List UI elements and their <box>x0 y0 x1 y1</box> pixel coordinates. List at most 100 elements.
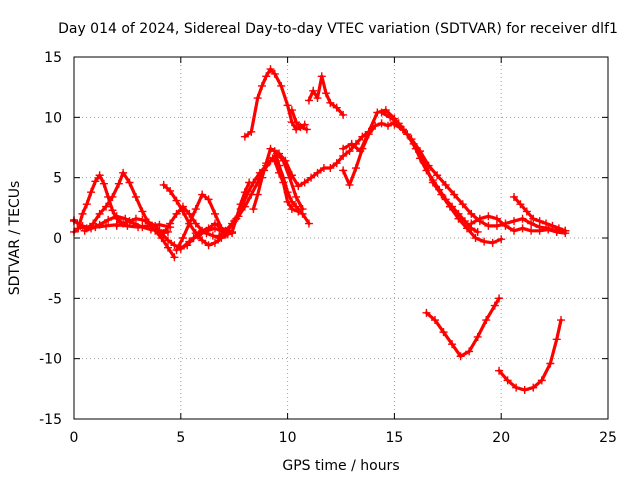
data-point <box>257 81 266 90</box>
data-point <box>503 376 512 385</box>
plot-area <box>70 65 570 395</box>
data-series-arc-13 <box>270 156 303 216</box>
data-point <box>159 180 168 189</box>
data-series-arc-6 <box>159 180 232 250</box>
data-point <box>172 196 181 205</box>
data-point <box>262 72 271 81</box>
data-point <box>309 86 318 95</box>
data-series-arc-24 <box>495 316 566 395</box>
x-axis-label: GPS time / hours <box>282 458 399 474</box>
data-point <box>322 89 331 98</box>
data-point <box>277 81 286 90</box>
data-point <box>475 214 484 223</box>
data-point <box>134 223 143 232</box>
data-point <box>386 113 395 122</box>
data-point <box>518 214 527 223</box>
data-point <box>430 316 439 325</box>
data-point <box>356 147 365 156</box>
data-point <box>529 383 538 392</box>
data-point <box>131 192 140 201</box>
y-tick-label: -15 <box>39 412 62 428</box>
data-point <box>381 106 390 115</box>
data-point <box>495 366 504 375</box>
data-point <box>185 219 194 228</box>
data-point <box>552 335 561 344</box>
data-point <box>527 226 536 235</box>
data-point <box>202 226 211 235</box>
data-point <box>193 231 202 240</box>
data-point <box>138 215 147 224</box>
data-series-line <box>162 130 371 235</box>
data-series-arc-15 <box>287 106 309 131</box>
data-point <box>247 127 256 136</box>
x-tick-label: 0 <box>70 430 79 446</box>
data-point <box>339 151 348 160</box>
data-point <box>304 219 313 228</box>
data-point <box>221 226 230 235</box>
data-point <box>537 376 546 385</box>
data-point <box>294 207 303 216</box>
data-point <box>557 316 566 325</box>
data-point <box>458 200 467 209</box>
data-point <box>108 192 117 201</box>
data-point <box>339 110 348 119</box>
data-point <box>512 383 521 392</box>
data-series-arc-21 <box>467 212 570 238</box>
data-point <box>210 224 219 233</box>
data-point <box>178 234 187 242</box>
y-axis-label: SDTVAR / TECUs <box>7 181 23 296</box>
data-point <box>501 221 510 230</box>
data-point <box>119 219 128 228</box>
data-point <box>428 178 437 187</box>
data-point <box>240 188 249 197</box>
data-series-line <box>72 171 176 259</box>
data-point <box>448 340 457 349</box>
data-point <box>522 207 531 216</box>
data-point <box>257 173 266 182</box>
y-tick-label: 10 <box>44 110 62 126</box>
data-point <box>416 147 425 156</box>
data-point <box>332 159 341 168</box>
data-point <box>484 221 493 230</box>
data-point <box>104 215 113 224</box>
data-point <box>383 121 392 130</box>
data-point <box>172 246 181 255</box>
chart-title: Day 014 of 2024, Sidereal Day-to-day VTE… <box>58 21 618 37</box>
data-series-arc-16 <box>304 72 348 119</box>
data-point <box>296 122 305 131</box>
data-point <box>326 98 335 107</box>
data-point <box>155 220 164 229</box>
data-point <box>300 178 309 187</box>
data-point <box>300 120 309 129</box>
data-point <box>95 209 104 218</box>
data-point <box>215 231 224 240</box>
data-point <box>473 227 482 236</box>
data-point <box>339 144 348 153</box>
data-point <box>424 161 433 170</box>
data-point <box>114 179 123 188</box>
data-point <box>398 125 407 134</box>
data-point <box>78 209 87 218</box>
data-point <box>546 359 555 368</box>
data-point <box>283 197 292 206</box>
data-series-arc-22 <box>510 192 570 235</box>
data-point <box>465 347 474 356</box>
y-tick-label: 5 <box>53 171 62 187</box>
data-point <box>80 226 89 235</box>
data-point <box>544 225 553 234</box>
data-point <box>210 209 219 218</box>
data-point <box>433 171 442 180</box>
data-point <box>492 221 501 230</box>
y-tick-label: 0 <box>53 231 62 247</box>
data-point <box>204 241 213 250</box>
data-point <box>131 214 140 223</box>
data-point <box>91 177 100 186</box>
data-point <box>253 190 262 199</box>
data-point <box>279 156 288 165</box>
data-point <box>351 164 360 173</box>
data-point <box>488 238 497 247</box>
data-point <box>166 219 175 228</box>
data-point <box>473 332 482 341</box>
data-point <box>307 173 316 182</box>
